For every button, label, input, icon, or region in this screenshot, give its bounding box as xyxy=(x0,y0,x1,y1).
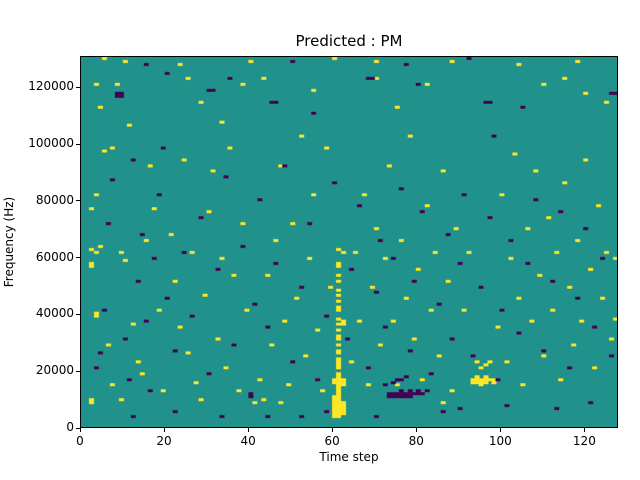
y-tick-label: 60000 xyxy=(35,249,74,264)
x-tick-label: 80 xyxy=(408,434,424,448)
x-tick-label: 100 xyxy=(488,434,512,448)
x-tick-mark xyxy=(247,428,249,432)
y-tick-label: 120000 xyxy=(28,79,74,94)
y-tick-mark xyxy=(76,427,80,429)
x-tick-label: 60 xyxy=(324,434,340,448)
plot-area xyxy=(80,56,618,428)
heatmap-canvas xyxy=(81,57,617,427)
chart-title: Predicted : PM xyxy=(295,32,403,50)
x-axis-label: Time step xyxy=(319,450,379,464)
x-tick-label: 0 xyxy=(76,434,84,448)
y-tick-mark xyxy=(76,200,80,202)
y-tick-label: 0 xyxy=(66,420,74,434)
y-tick-mark xyxy=(76,313,80,315)
x-tick-mark xyxy=(331,428,333,432)
x-tick-label: 40 xyxy=(240,434,256,448)
y-tick-mark xyxy=(76,143,80,145)
x-tick-mark xyxy=(499,428,501,432)
x-tick-mark xyxy=(163,428,165,432)
x-tick-label: 120 xyxy=(572,434,596,448)
x-tick-mark xyxy=(79,428,81,432)
y-tick-label: 40000 xyxy=(35,306,74,321)
y-tick-mark xyxy=(76,257,80,259)
x-tick-mark xyxy=(415,428,417,432)
y-tick-mark xyxy=(76,370,80,372)
y-tick-label: 20000 xyxy=(35,363,74,378)
y-tick-label: 100000 xyxy=(28,136,74,151)
x-tick-mark xyxy=(583,428,585,432)
y-tick-label: 80000 xyxy=(35,192,74,207)
y-tick-mark xyxy=(76,86,80,88)
x-tick-label: 20 xyxy=(156,434,172,448)
